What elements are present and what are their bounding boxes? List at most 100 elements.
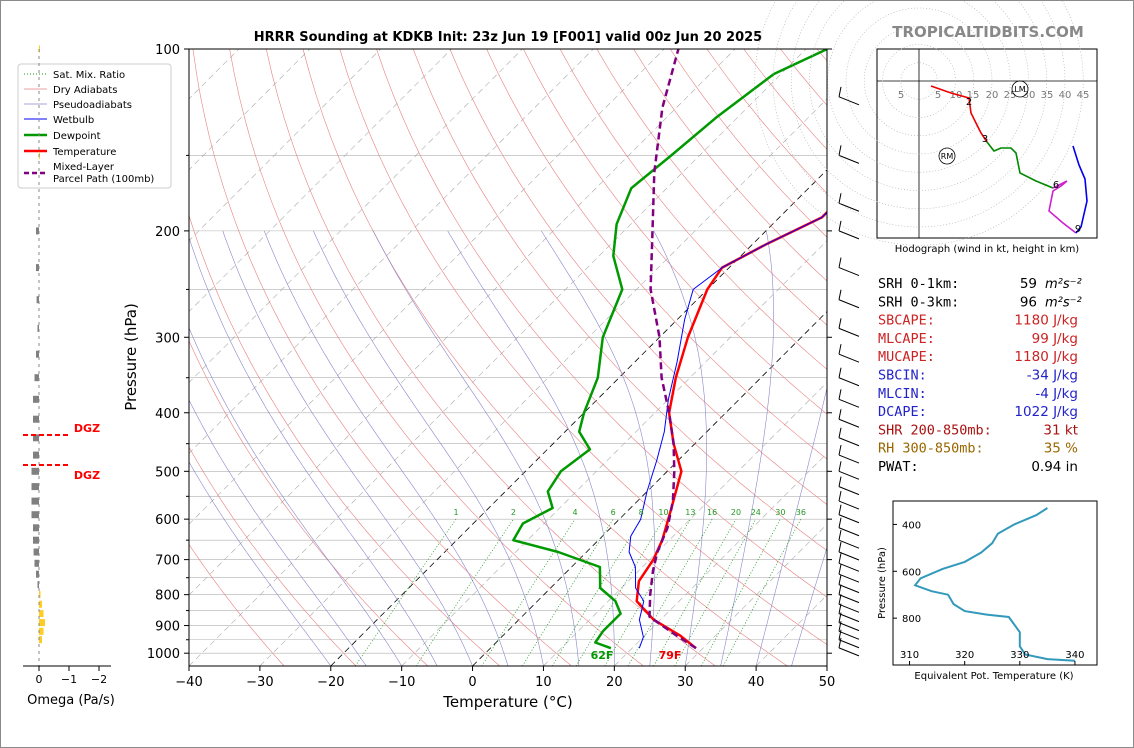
y-tick-label: 800 bbox=[155, 589, 180, 604]
mixing-ratio-line bbox=[415, 518, 514, 666]
wind-barb-staff bbox=[838, 647, 860, 657]
index-name: SBCAPE: bbox=[878, 313, 935, 329]
omega-tick-label: −1 bbox=[61, 673, 77, 686]
index-value: -34 J/kg bbox=[1027, 368, 1078, 384]
isotherm bbox=[189, 49, 736, 596]
theta-e-y-tick-label: 400 bbox=[902, 520, 921, 531]
x-tick-label: −20 bbox=[317, 675, 344, 690]
moist-adiabat bbox=[189, 461, 332, 666]
wind-barb-flag bbox=[838, 444, 842, 456]
hodograph-segment bbox=[1048, 180, 1077, 234]
wind-barb-staff bbox=[838, 377, 860, 387]
hodograph-ring-label: 30 bbox=[1023, 90, 1036, 101]
hodograph-ring bbox=[827, 1, 1011, 173]
y-tick-label: 200 bbox=[155, 225, 180, 240]
omega-tick-label: 0 bbox=[36, 673, 43, 686]
dry-adiabat bbox=[596, 49, 827, 326]
isotherm bbox=[189, 49, 807, 666]
index-name: MLCIN: bbox=[878, 386, 927, 402]
omega-bar bbox=[39, 610, 44, 618]
omega-xlabel: Omega (Pa/s) bbox=[27, 693, 115, 708]
wind-barb-flag bbox=[838, 318, 842, 329]
wind-barb-staff bbox=[838, 594, 860, 604]
theta-e-x-tick-label: 320 bbox=[955, 650, 974, 661]
mixing-ratio-label: 20 bbox=[731, 508, 741, 517]
moist-adiabat bbox=[263, 230, 509, 666]
moist-adiabat bbox=[222, 230, 473, 666]
omega-bar bbox=[39, 600, 42, 608]
skewt-xlabel: Temperature (°C) bbox=[442, 693, 572, 711]
hodograph-ring bbox=[845, 7, 993, 155]
mixing-ratio-line bbox=[627, 518, 713, 666]
dry-adiabat bbox=[523, 49, 827, 415]
hodograph-segment bbox=[986, 141, 1054, 189]
hodograph-height-label: 2 bbox=[966, 97, 972, 108]
moist-adiabat bbox=[313, 230, 544, 666]
legend-item-moist: Pseudoadiabats bbox=[53, 100, 132, 111]
hodograph-ring bbox=[809, 1, 1029, 191]
omega-bar bbox=[39, 591, 41, 599]
hodograph-ring bbox=[790, 1, 1048, 210]
omega-bar bbox=[33, 548, 39, 556]
wind-barb-staff bbox=[838, 562, 860, 572]
wind-barb-flag bbox=[838, 289, 842, 300]
surface-temp-label: 79F bbox=[659, 649, 682, 662]
y-tick-label: 100 bbox=[155, 43, 180, 58]
hodograph: 5 5 10 15 20 25 30 35 40 45 2 3 6 9 LM RM Hodograph (wi… bbox=[754, 1, 1098, 255]
omega-bar bbox=[34, 374, 39, 382]
skewt-plot: −40 −30 −20 −10 0 10 20 30 40 50 100 200 300 400 500 6… bbox=[122, 43, 836, 711]
omega-bar bbox=[33, 415, 39, 423]
omega-bar bbox=[33, 434, 39, 442]
isotherm bbox=[614, 452, 827, 666]
hodograph-storm-marker bbox=[938, 147, 956, 165]
index-value: 1180 J/kg bbox=[1014, 313, 1078, 329]
omega-bar bbox=[34, 559, 39, 567]
hodograph-height-label: 9 bbox=[1075, 224, 1081, 235]
dry-adiabat bbox=[412, 49, 827, 551]
theta-e-ylabel: Pressure (hPa) bbox=[877, 547, 888, 619]
y-tick-label: 700 bbox=[155, 554, 180, 569]
legend-item-temperature: Temperature bbox=[52, 147, 116, 158]
mixing-ratio-line bbox=[722, 519, 802, 666]
wind-barb-flag bbox=[838, 427, 842, 438]
mixing-ratio-label: 6 bbox=[611, 508, 616, 517]
wind-barb-staff bbox=[838, 327, 860, 337]
y-tick-label: 1000 bbox=[147, 647, 180, 662]
hodograph-frame bbox=[876, 48, 1098, 239]
wind-barb-staff bbox=[838, 486, 860, 496]
hodograph-ring bbox=[900, 62, 938, 100]
x-tick-label: 50 bbox=[819, 675, 836, 690]
omega-bar bbox=[33, 451, 39, 459]
hodograph-ring-label: 45 bbox=[1077, 90, 1090, 101]
wind-barb-flag bbox=[838, 612, 842, 623]
mixing-ratio-label: 1 bbox=[453, 508, 458, 517]
wind-barb-staff bbox=[838, 539, 860, 549]
omega-bar bbox=[33, 524, 39, 532]
wind-barb-flag bbox=[838, 584, 842, 595]
wind-barb-flag bbox=[838, 621, 842, 632]
wind-barb-flag bbox=[838, 637, 842, 648]
wind-barb-staff bbox=[838, 622, 860, 632]
index-name: SHR 200-850mb: bbox=[878, 422, 992, 438]
index-name: MLCAPE: bbox=[878, 331, 935, 347]
y-tick-label: 900 bbox=[155, 620, 180, 635]
omega-bar bbox=[39, 627, 44, 635]
wind-barb-staff bbox=[838, 299, 860, 309]
index-value: 31 kt bbox=[1043, 422, 1078, 438]
legend-item-parcel-1: Mixed-Layer bbox=[53, 162, 115, 173]
mixing-ratio-label: 4 bbox=[572, 508, 577, 517]
sounding-indices: SRH 0-1km: 59 m²s⁻² SRH 0-3km: 96 m²s⁻² SBCAPE… bbox=[878, 276, 1082, 475]
index-unit: m²s⁻² bbox=[1045, 277, 1082, 292]
mixing-ratio-line bbox=[674, 519, 757, 666]
wind-barb-staff bbox=[838, 603, 860, 613]
dry-adiabat bbox=[189, 543, 285, 666]
moist-adiabat bbox=[447, 230, 615, 666]
legend-item-wetbulb: Wetbulb bbox=[53, 115, 94, 126]
mixing-ratio-label: 16 bbox=[707, 508, 717, 517]
moist-adiabat bbox=[755, 386, 827, 666]
wind-barb-staff bbox=[838, 470, 860, 480]
wind-barb-flag bbox=[838, 461, 842, 472]
wind-barb-staff bbox=[838, 551, 860, 561]
wind-barb-flag bbox=[838, 476, 842, 487]
index-value: 0.94 in bbox=[1031, 459, 1078, 475]
